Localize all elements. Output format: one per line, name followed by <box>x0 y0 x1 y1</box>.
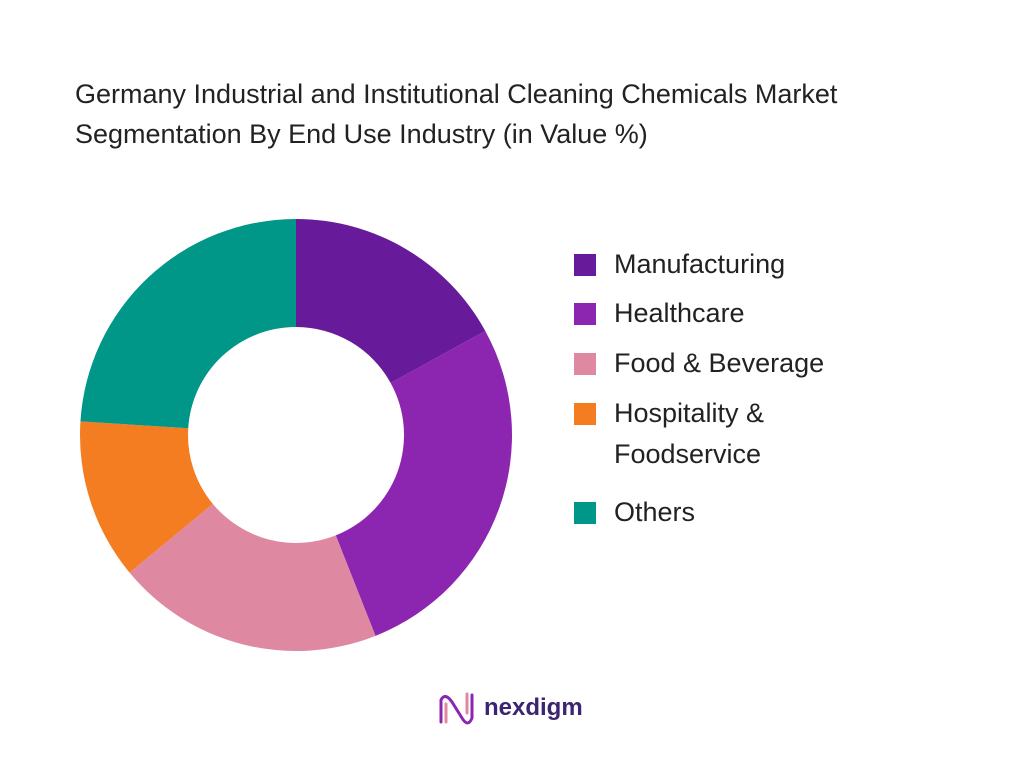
logo-text: nexdigm <box>484 694 583 721</box>
legend-swatch <box>574 502 596 524</box>
legend-item: Manufacturing <box>574 248 864 285</box>
legend-item: Others <box>574 496 864 533</box>
legend-swatch <box>574 303 596 325</box>
legend-item: Food & Beverage <box>574 347 864 384</box>
logo-icon <box>439 692 474 725</box>
legend-label: Food & Beverage <box>614 348 825 378</box>
donut-slice <box>335 330 513 636</box>
legend-label: Healthcare <box>614 298 745 328</box>
legend-label: Manufacturing <box>614 249 786 279</box>
legend-swatch <box>574 353 596 375</box>
legend-item: Healthcare <box>574 297 864 334</box>
legend-item: Hospitality & Foodservice <box>574 397 864 475</box>
donut-slice <box>296 219 486 383</box>
legend-swatch <box>574 254 596 276</box>
chart-title: Germany Industrial and Institutional Cle… <box>75 79 838 149</box>
legend-label: Hospitality & Foodservice <box>614 398 765 469</box>
donut-slice <box>129 503 376 651</box>
legend-label: Others <box>614 497 696 527</box>
donut-slice <box>80 218 296 429</box>
donut-slice <box>79 421 213 573</box>
legend-swatch <box>574 403 596 425</box>
